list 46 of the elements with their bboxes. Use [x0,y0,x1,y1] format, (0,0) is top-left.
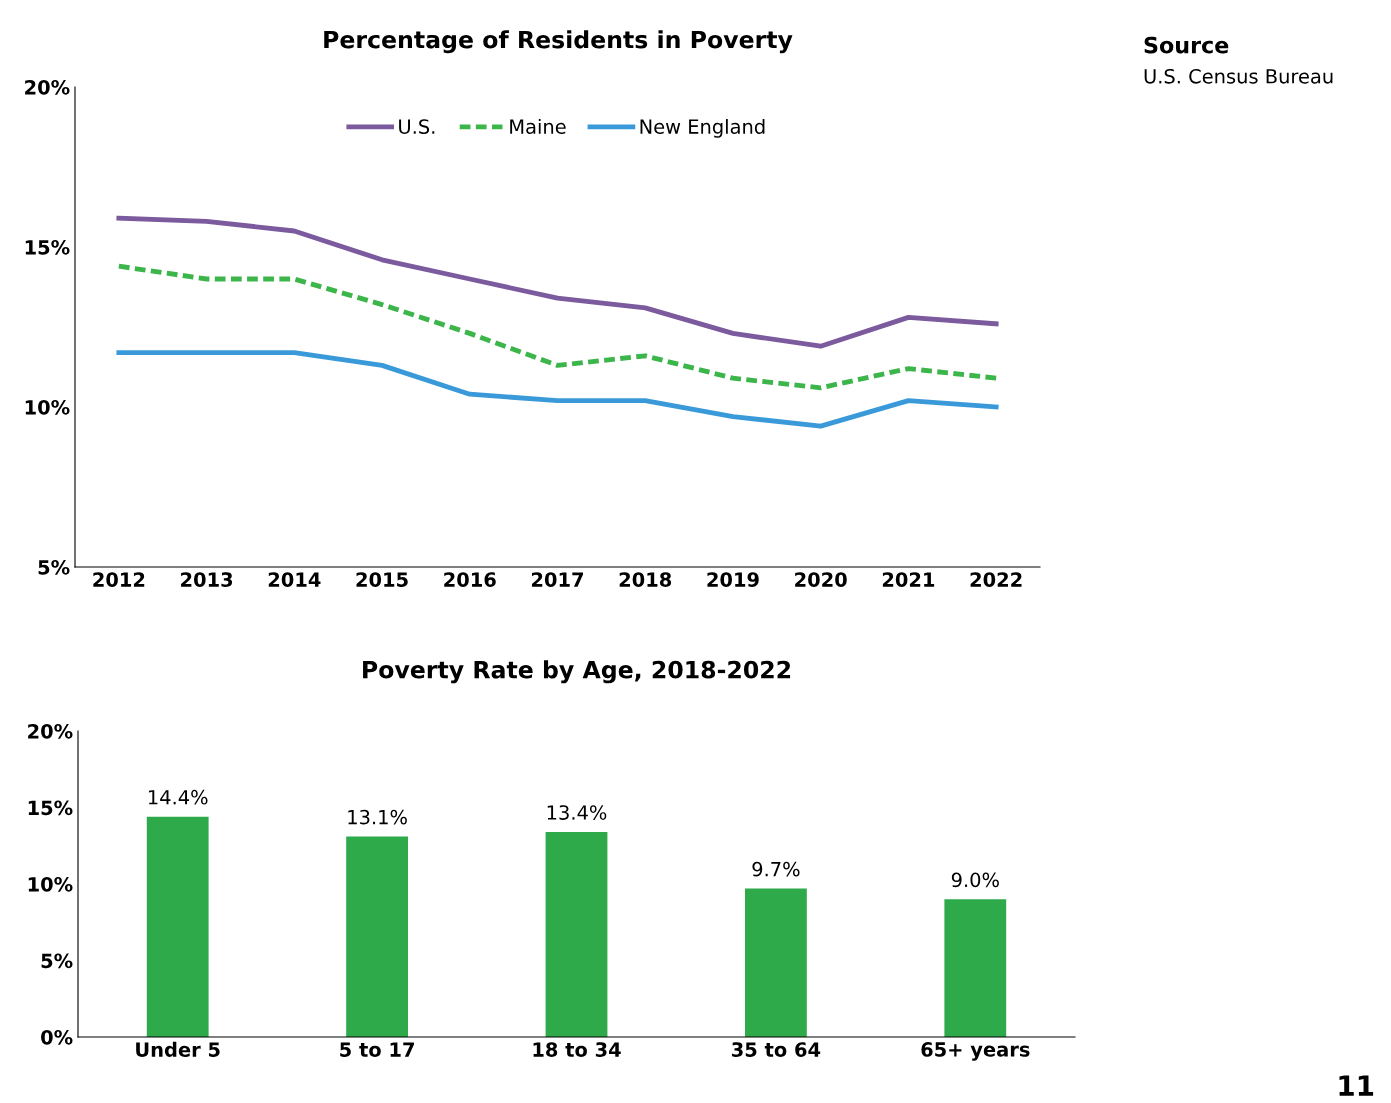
data-label: 9.0% [951,872,999,888]
x-tick-label: 2022 [970,572,1022,587]
y-tick-label: 15% [28,800,73,816]
x-tick-label: 2020 [795,572,847,587]
data-label: 9.7% [752,861,800,877]
text: U.S. Census Bureau [1144,68,1333,84]
y-tick-label: 20% [28,723,73,739]
data-label: 13.4% [547,805,607,820]
data-label: 14.4% [148,789,208,805]
x-tick-label: 2019 [707,572,759,587]
x-tick-label: 2013 [181,572,233,587]
x-tick-label: Under 5 [136,1041,220,1057]
data-label: 13.1% [348,809,407,825]
legend-label: U.S. [399,119,435,134]
y-tick-label: 20% [25,79,70,95]
chart-title: Percentage of Residents in Poverty [324,30,793,54]
text: Source [1144,36,1229,54]
x-tick-label: 2017 [531,572,584,587]
y-tick-label: 0% [41,1029,73,1045]
x-tick-label: 2016 [444,572,496,587]
chart-title: Poverty Rate by Age, 2018-2022 [363,660,791,684]
bar [545,831,608,1037]
y-tick-label: 10% [28,876,73,892]
y-tick-label: 5% [38,559,70,575]
x-tick-label: 5 to 17 [340,1042,414,1057]
line-series [116,263,999,391]
legend-label: Maine [510,118,566,134]
y-tick-label: 10% [25,399,70,415]
x-tick-label: 2021 [882,572,935,587]
x-tick-label: 35 to 64 [732,1042,821,1057]
x-tick-label: 18 to 34 [533,1042,621,1057]
y-tick-label: 5% [41,953,73,969]
legend-label: New England [640,118,765,138]
text: 11 [1339,1075,1374,1096]
bar [944,899,1007,1037]
x-tick-label: 2014 [268,572,321,587]
bar [346,836,409,1037]
bar [146,816,209,1037]
line-series [116,350,999,429]
x-tick-label: 2012 [93,572,145,587]
line-series [116,215,999,349]
bar [744,888,807,1037]
x-tick-label: 2015 [356,572,408,587]
x-tick-label: 65+ years [921,1042,1030,1061]
y-tick-label: 15% [25,239,70,255]
x-tick-label: 2018 [619,572,672,587]
